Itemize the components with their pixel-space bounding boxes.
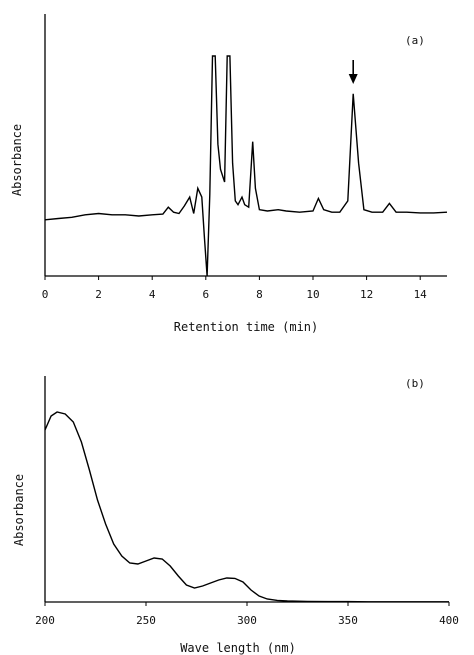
chart-a: 0 2 4 6 8 10 12 14 (a) Retention time (min) Abs… xyxy=(10,14,448,334)
chart-a-x-tick-label: 2 xyxy=(95,288,102,301)
chart-b-x-tick-label: 400 xyxy=(439,614,459,627)
chart-b-x-tick-label: 300 xyxy=(237,614,257,627)
chart-a-x-tick-label: 4 xyxy=(149,288,156,301)
chart-a-arrow-annotation xyxy=(348,60,358,84)
chart-a-x-tick-label: 10 xyxy=(306,288,319,301)
chart-a-x-tick-label: 6 xyxy=(202,288,209,301)
chart-b-x-tick-label: 250 xyxy=(136,614,156,627)
chart-a-x-axis-title: Retention time (min) xyxy=(174,320,319,334)
chart-a-x-tick-label: 8 xyxy=(256,288,263,301)
arrow-head xyxy=(348,74,358,84)
chart-b-x-tick-labels: 200 250 300 350 400 xyxy=(35,614,459,627)
chart-a-y-axis-title: Absorbance xyxy=(10,124,24,196)
chart-a-x-tick-label: 14 xyxy=(414,288,428,301)
chart-a-x-tick-label: 12 xyxy=(360,288,373,301)
chart-b-panel-label: (b) xyxy=(405,377,425,390)
chart-a-x-tick-labels: 0 2 4 6 8 10 12 14 xyxy=(42,288,428,301)
chart-b-x-tick-label: 200 xyxy=(35,614,55,627)
chart-b-x-axis-title: Wave length (nm) xyxy=(180,641,296,655)
chart-b: 200 250 300 350 400 (b) Wave length (nm) Abs… xyxy=(12,376,459,655)
chart-a-x-ticks xyxy=(44,276,421,280)
chart-b-series-line xyxy=(44,411,449,603)
chart-b-x-tick-label: 350 xyxy=(338,614,358,627)
chart-b-x-ticks xyxy=(44,602,450,606)
chart-a-panel-label: (a) xyxy=(405,34,425,47)
chart-a-series-line xyxy=(44,55,448,277)
chart-b-y-axis-title: Absorbance xyxy=(12,474,26,546)
chart-a-x-tick-label: 0 xyxy=(42,288,49,301)
